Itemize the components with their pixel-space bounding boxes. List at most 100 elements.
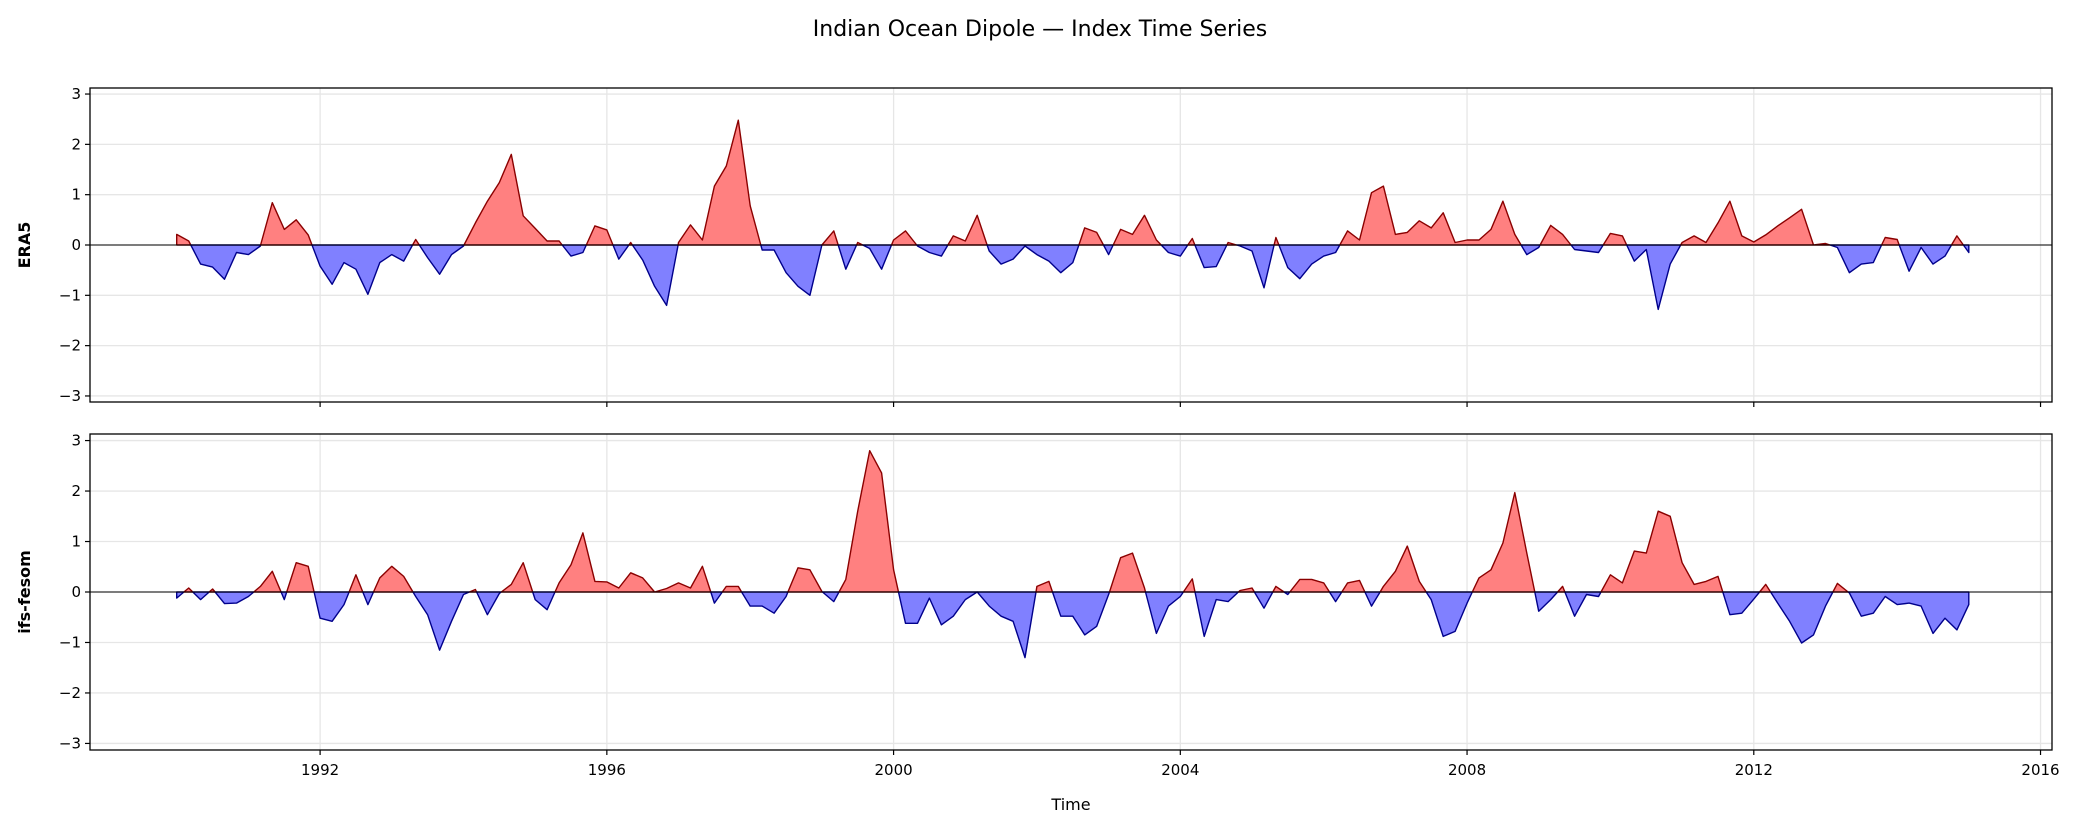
negative-area — [862, 244, 893, 270]
positive-area — [1187, 237, 1196, 246]
x-tick-label: 2012 — [1735, 761, 1773, 779]
chart-title: Indian Ocean Dipole — Index Time Series — [813, 17, 1267, 42]
negative-area — [418, 244, 465, 275]
positive-area — [1471, 491, 1536, 593]
x-tick-label: 2004 — [1161, 761, 1199, 779]
negative-area — [214, 591, 255, 605]
x-axis-label: Time — [1050, 795, 1090, 814]
y-tick-label: 2 — [71, 135, 81, 153]
negative-area — [1194, 591, 1240, 638]
positive-area — [821, 230, 839, 246]
positive-area — [1379, 545, 1427, 593]
x-tick-label: 2016 — [2021, 761, 2059, 779]
negative-area — [1564, 591, 1602, 617]
negative-area — [192, 591, 210, 601]
positive-area — [947, 214, 988, 246]
negative-area — [532, 591, 556, 611]
negative-area — [897, 591, 978, 626]
negative-area — [1769, 591, 1834, 644]
y-tick-label: −3 — [59, 387, 81, 405]
y-tick-label: 0 — [71, 236, 81, 254]
positive-area — [1679, 200, 1831, 246]
positive-area — [1880, 236, 1900, 246]
negative-area — [631, 244, 679, 307]
positive-area — [1539, 224, 1572, 246]
negative-area — [313, 591, 350, 622]
negative-area — [1898, 244, 1953, 272]
negative-area — [1235, 244, 1275, 289]
y-tick-label: −2 — [59, 684, 81, 702]
positive-area — [1758, 583, 1772, 593]
positive-area — [890, 230, 918, 246]
negative-area — [1520, 244, 1541, 256]
positive-area — [259, 201, 313, 246]
positive-area — [1339, 185, 1522, 246]
negative-area — [821, 591, 840, 603]
negative-area — [280, 591, 288, 601]
x-tick-label: 2000 — [874, 761, 912, 779]
negative-area — [976, 591, 1037, 659]
y-tick-label: 3 — [71, 85, 81, 103]
negative-area — [1425, 591, 1474, 638]
negative-area — [311, 244, 414, 295]
x-tick-label: 2008 — [1448, 761, 1486, 779]
y-tick-label: 3 — [71, 432, 81, 450]
negative-area — [1328, 591, 1343, 603]
positive-area — [411, 238, 420, 246]
positive-area — [348, 574, 364, 593]
negative-area — [760, 244, 823, 296]
negative-area — [1253, 591, 1274, 609]
y-tick-label: −2 — [59, 337, 81, 355]
negative-area — [1278, 244, 1341, 280]
y-tick-label: −1 — [59, 633, 81, 651]
y-tick-label: 1 — [71, 186, 81, 204]
x-tick-label: 1996 — [588, 761, 626, 779]
positive-area — [1078, 227, 1105, 246]
positive-area — [1832, 582, 1849, 593]
positive-area — [585, 225, 614, 246]
negative-area — [1051, 591, 1111, 636]
negative-area — [1570, 244, 1604, 254]
positive-area — [1112, 214, 1162, 246]
positive-area — [1182, 578, 1196, 593]
negative-area — [1144, 591, 1185, 635]
negative-area — [1160, 244, 1189, 257]
positive-area — [1556, 585, 1566, 593]
negative-area — [986, 244, 1080, 274]
positive-area — [787, 567, 824, 593]
positive-area — [1272, 585, 1285, 593]
positive-area — [1950, 235, 1965, 246]
negative-area — [1847, 591, 1970, 635]
x-tick-label: 1992 — [301, 761, 339, 779]
y-tick-label: 0 — [71, 583, 81, 601]
y-axis-label: ERA5 — [15, 222, 34, 269]
negative-area — [1102, 244, 1114, 256]
negative-area — [190, 244, 262, 280]
positive-area — [175, 233, 192, 246]
negative-area — [1625, 244, 1682, 311]
negative-area — [412, 591, 471, 651]
positive-area — [677, 119, 762, 246]
negative-area — [175, 591, 185, 599]
negative-area — [1364, 591, 1381, 607]
negative-area — [475, 591, 502, 616]
y-tick-label: −3 — [59, 734, 81, 752]
negative-area — [710, 591, 723, 604]
positive-area — [253, 570, 282, 593]
positive-area — [1289, 578, 1331, 593]
y-tick-label: −1 — [59, 286, 81, 304]
positive-area — [1108, 552, 1147, 593]
negative-area — [740, 591, 789, 614]
positive-area — [721, 585, 743, 593]
positive-area — [463, 153, 563, 246]
panel-era5: −3 −2 −1 0 1 2 3 ERA5 — [15, 85, 2053, 407]
positive-area — [500, 562, 534, 593]
negative-area — [916, 244, 949, 257]
positive-area — [183, 587, 194, 593]
positive-area — [286, 562, 315, 593]
positive-area — [838, 450, 900, 593]
negative-area — [362, 591, 375, 606]
y-axis-label: ifs-fesom — [15, 550, 34, 634]
negative-area — [837, 244, 858, 270]
